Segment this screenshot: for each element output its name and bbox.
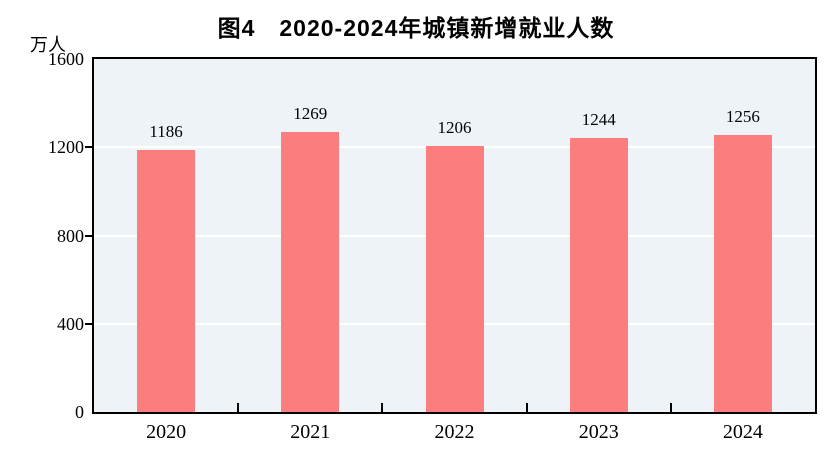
bar-value-label-2024: 1256 (725, 106, 760, 126)
bar-value-label-2020: 1186 (149, 122, 183, 142)
plot-area: 1186 1269 1206 1244 1256 (92, 57, 817, 414)
y-tick-label-400: 400 (57, 313, 84, 334)
y-tick-label-1600: 1600 (48, 49, 84, 69)
x-tick-label-2022: 2022 (434, 421, 475, 443)
bar-value-label-2023: 1244 (581, 109, 616, 129)
bar-2021 (281, 132, 340, 412)
bar-2023 (569, 137, 628, 412)
x-tick-mark-1 (237, 403, 240, 412)
x-tick-label-2024: 2024 (722, 421, 763, 443)
y-tick-label-800: 800 (57, 225, 84, 246)
chart-title: 图4 2020-2024年城镇新增就业人数 (217, 15, 615, 41)
bar-value-label-2021: 1269 (293, 104, 328, 124)
x-tick-mark-3 (525, 403, 528, 412)
bar-2020 (137, 150, 196, 412)
x-tick-label-2021: 2021 (290, 421, 331, 443)
y-tick-label-0: 0 (75, 402, 84, 422)
bar-2024 (713, 134, 772, 412)
y-tick-mark-400 (85, 322, 92, 325)
bar-value-label-2022: 1206 (437, 117, 472, 137)
x-tick-mark-2 (381, 403, 384, 412)
bar-2022 (425, 145, 484, 412)
y-tick-mark-1200 (85, 146, 92, 149)
y-axis-unit-label: 万人 (30, 35, 66, 55)
x-tick-label-2020: 2020 (146, 421, 187, 443)
y-tick-label-1200: 1200 (48, 137, 84, 158)
x-tick-mark-4 (669, 403, 672, 412)
y-tick-mark-800 (85, 234, 92, 237)
x-tick-label-2023: 2023 (578, 421, 619, 443)
